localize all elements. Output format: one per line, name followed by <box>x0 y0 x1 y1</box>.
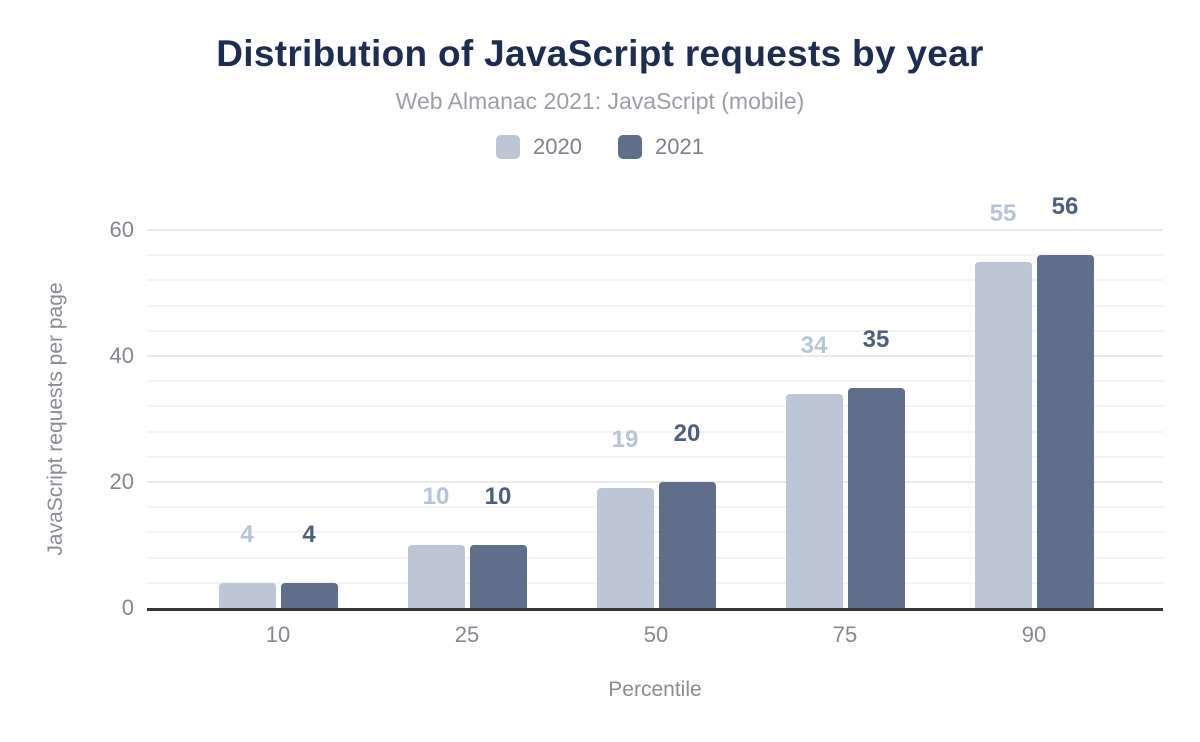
bar-wrap-2021-p10: 4 <box>280 522 338 608</box>
y-tick-label: 20 <box>109 469 134 494</box>
y-axis-title: JavaScript requests per page <box>44 282 67 556</box>
plot-area: 0 20 40 60 4 4 10 10 10 25 19 20 50 34 35 75 55 56 90 <box>110 195 1163 647</box>
bar-wrap-2021-p50: 20 <box>658 422 716 608</box>
bar-group-p90: 55 56 90 <box>940 195 1129 647</box>
value-label-2020-p90: 55 <box>989 199 1017 227</box>
minor-gridline <box>147 380 1163 383</box>
bar-group-p25: 10 10 25 <box>373 230 562 647</box>
x-tick-label-50: 50 <box>643 622 669 647</box>
legend-label-2021: 2021 <box>655 134 704 159</box>
y-tick-label: 60 <box>109 217 134 242</box>
bar-2021-p25[interactable] <box>469 545 527 608</box>
legend-swatch-2020 <box>496 135 521 159</box>
x-tick-label-90: 90 <box>1021 622 1047 647</box>
bar-2020-p50[interactable] <box>596 488 654 608</box>
bar-2020-p25[interactable] <box>407 545 465 608</box>
legend: 2020 2021 <box>0 134 1200 160</box>
minor-gridline <box>147 405 1163 408</box>
bar-wrap-2020-p50: 19 <box>596 428 654 608</box>
value-label-2020-p50: 19 <box>611 426 639 454</box>
minor-gridline <box>147 279 1163 282</box>
bar-group-p75: 34 35 75 <box>751 230 940 647</box>
value-label-2021-p25: 10 <box>484 483 512 510</box>
bar-wrap-2021-p90: 56 <box>1036 195 1094 608</box>
bar-wrap-2021-p25: 10 <box>469 485 527 608</box>
value-label-2020-p10: 4 <box>240 520 254 548</box>
chart-title: Distribution of JavaScript requests by y… <box>216 33 984 74</box>
major-gridline <box>147 355 1163 357</box>
major-gridline <box>147 481 1163 483</box>
value-label-2020-p75: 34 <box>800 331 828 359</box>
minor-gridline <box>147 304 1163 307</box>
bar-wrap-2021-p75: 35 <box>847 327 905 608</box>
bar-2020-p10[interactable] <box>218 582 276 608</box>
legend-swatch-2021 <box>618 135 642 159</box>
minor-gridline <box>147 506 1163 509</box>
x-tick-label-10: 10 <box>265 622 291 647</box>
value-label-2021-p50: 20 <box>673 420 701 447</box>
minor-gridline <box>147 531 1163 534</box>
value-label-2021-p90: 56 <box>1051 193 1079 221</box>
minor-gridline <box>147 254 1163 257</box>
y-tick-label: 0 <box>121 595 134 620</box>
y-tick-label: 40 <box>109 343 134 368</box>
bar-2020-p90[interactable] <box>974 261 1032 608</box>
chart-subtitle: Web Almanac 2021: JavaScript (mobile) <box>395 88 805 114</box>
legend-item-2021[interactable]: 2021 <box>618 134 704 160</box>
x-tick-label-25: 25 <box>454 622 480 647</box>
minor-gridline <box>147 430 1163 433</box>
x-axis-title: Percentile <box>608 678 702 701</box>
bar-2021-p90[interactable] <box>1036 255 1094 608</box>
value-label-2021-p10: 4 <box>302 520 316 548</box>
value-label-2020-p25: 10 <box>422 483 450 510</box>
bar-2021-p75[interactable] <box>847 387 905 608</box>
minor-gridline <box>147 556 1163 559</box>
legend-item-2020[interactable]: 2020 <box>496 134 582 160</box>
bar-wrap-2020-p90: 55 <box>974 201 1032 608</box>
minor-gridline <box>147 455 1163 458</box>
bar-2021-p50[interactable] <box>658 482 716 608</box>
bar-group-p10: 4 4 10 <box>184 230 373 647</box>
bar-2021-p10[interactable] <box>280 582 338 608</box>
major-gridline <box>147 229 1163 231</box>
bar-2020-p75[interactable] <box>785 393 843 608</box>
bar-group-p50: 19 20 50 <box>562 230 751 647</box>
bar-wrap-2020-p25: 10 <box>407 485 465 608</box>
minor-gridline <box>147 581 1163 584</box>
legend-label-2020: 2020 <box>533 134 582 159</box>
minor-gridline <box>147 329 1163 332</box>
bar-wrap-2020-p75: 34 <box>785 333 843 608</box>
value-label-2021-p75: 35 <box>862 325 890 353</box>
bar-wrap-2020-p10: 4 <box>218 522 276 608</box>
x-tick-label-75: 75 <box>832 622 858 647</box>
